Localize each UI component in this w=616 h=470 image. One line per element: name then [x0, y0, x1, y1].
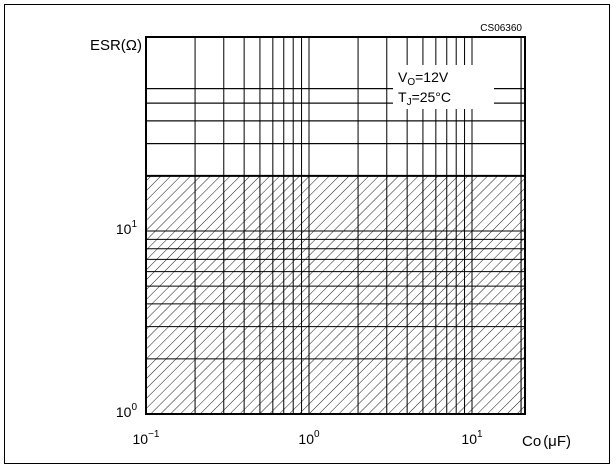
x-tick-label: 101 — [461, 429, 483, 447]
x-tick-label: 10−1 — [133, 429, 160, 447]
conditions-box — [393, 65, 494, 109]
tj-symbol: T — [398, 89, 407, 105]
figure-code: CS06360 — [480, 23, 522, 34]
y-tick-label: 101 — [116, 219, 138, 237]
x-axis-label-unit: (μF) — [543, 433, 571, 450]
x-tick-label: 100 — [298, 429, 320, 447]
stable-region-hatch — [146, 175, 525, 414]
conditions-annotation: VO=12V TJ=25°C — [393, 65, 494, 109]
vo-subscript: O — [407, 77, 415, 88]
tj-subscript: J — [407, 97, 412, 108]
x-axis-label-main: Co — [522, 433, 541, 450]
plot-border — [145, 36, 526, 415]
tj-condition: TJ=25°C — [398, 89, 451, 108]
vo-symbol: V — [398, 69, 408, 85]
y-axis-label: ESR(Ω) — [90, 37, 142, 54]
vo-value: =12V — [415, 69, 449, 85]
x-axis-label: Co (μF) — [522, 433, 571, 450]
y-tick-label: 100 — [116, 402, 138, 420]
vo-condition: VO=12V — [398, 69, 449, 88]
tj-value: =25°C — [412, 89, 451, 105]
